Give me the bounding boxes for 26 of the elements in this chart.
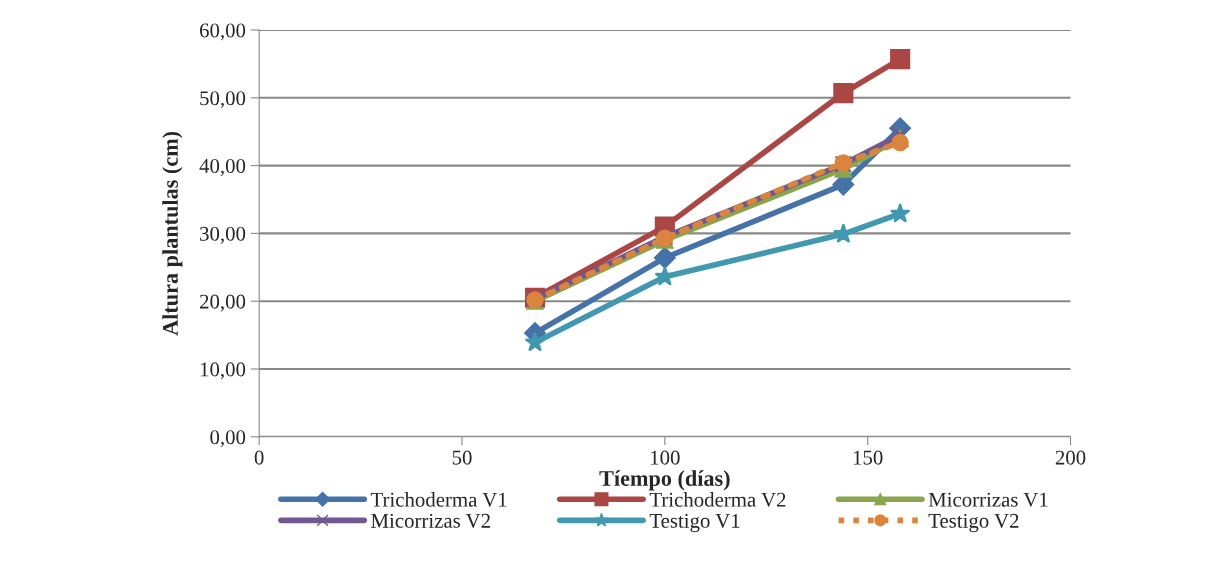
x-tick-label: 50 <box>452 450 472 465</box>
point <box>890 49 911 70</box>
x-tick-label: 200 <box>1055 450 1086 465</box>
x-axis-title: Tíempo (días) <box>599 470 730 491</box>
point <box>653 246 676 269</box>
legend-label: Testigo V1 <box>649 513 740 533</box>
y-tick-label: 50,00 <box>200 91 246 109</box>
x-tick-label: 0 <box>254 450 264 465</box>
legend-label: Trichoderma V2 <box>649 492 786 507</box>
point <box>833 82 854 104</box>
y-tick-label: 40,00 <box>199 158 246 177</box>
y-tick-label: 10,00 <box>200 362 246 380</box>
legend-label: Micorrizas V1 <box>928 492 1048 507</box>
point <box>891 133 909 152</box>
y-tick-label: 20,00 <box>200 294 246 312</box>
legend-label: Trichoderma V1 <box>370 492 507 507</box>
legend-label: Testigo V2 <box>928 513 1019 533</box>
x-tick-label: 100 <box>651 450 680 465</box>
y-tick-label: 0,00 <box>210 430 246 448</box>
y-tick-label: 30,00 <box>200 226 246 244</box>
x-tick-label: 150 <box>853 450 883 465</box>
legend-label: Micorrizas V2 <box>371 513 490 528</box>
y-axis-title: Altura plantulas (cm) <box>162 131 183 336</box>
y-tick-label: 60,00 <box>199 23 246 41</box>
point <box>524 331 546 352</box>
point <box>889 202 911 223</box>
